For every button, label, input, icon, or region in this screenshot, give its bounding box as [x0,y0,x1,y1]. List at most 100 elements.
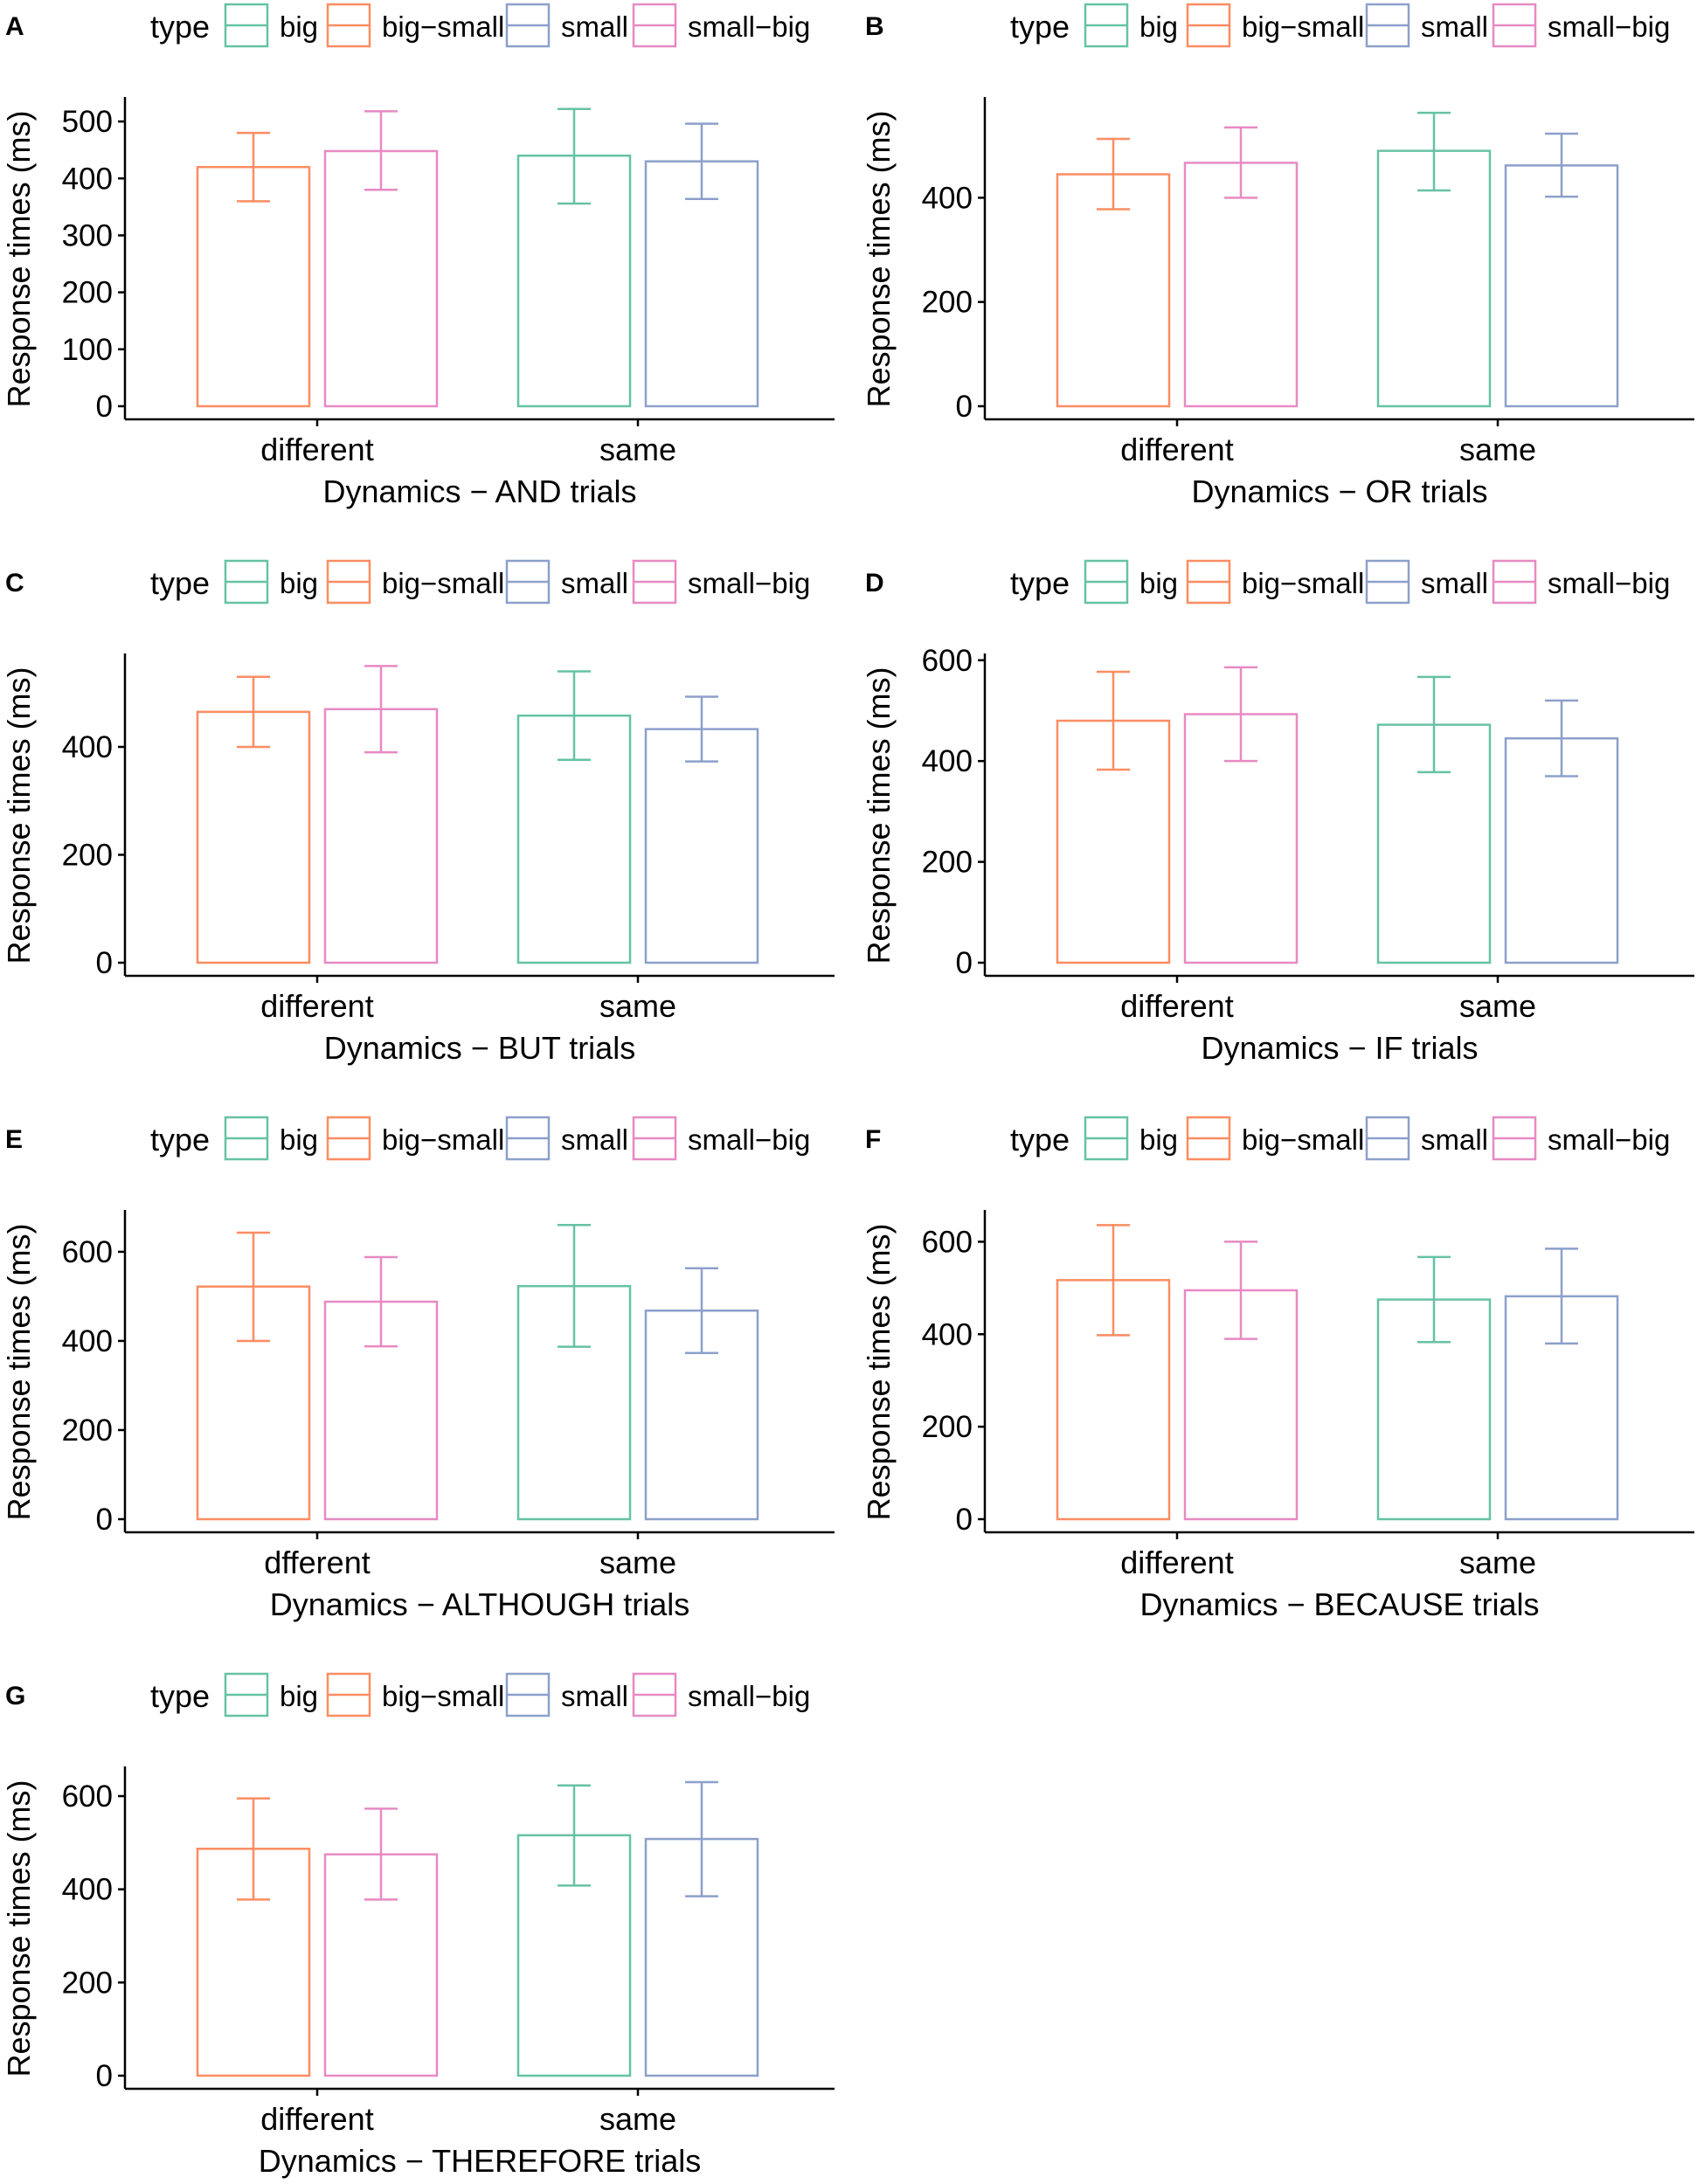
legend: type big big−small small small−big [150,559,810,605]
x-tick-label: different [260,432,373,467]
legend-label-big-small: big−small [382,1680,504,1712]
legend-label-small-big: small−big [1548,10,1670,43]
legend-item-big-small: big−small [1186,3,1364,48]
x-axis-title: Dynamics − BUT trials [324,1030,635,1066]
legend-label-big-small: big−small [1242,10,1364,43]
legend: type big big−small small small−big [1010,1116,1670,1161]
x-tick-label: same [599,432,676,467]
x-axis-title: Dynamics − IF trials [1201,1030,1478,1066]
x-tick-label: different [1120,1545,1233,1580]
legend-item-small-big: small−big [1492,559,1670,605]
y-tick-label: 200 [62,1413,113,1448]
x-tick-label: same [599,2101,676,2137]
legend-item-small: small [505,1672,628,1717]
x-axis-title: Dynamics − AND trials [322,473,636,509]
y-axis-title: Response times (ms) [1,110,37,407]
y-axis-title: Response times (ms) [861,110,897,407]
legend-item-big-small: big−small [326,3,504,48]
y-tick-label: 400 [62,730,113,764]
y-tick-label: 600 [62,1235,113,1269]
legend-label-big-small: big−small [382,1123,504,1156]
legend-item-big: big [1084,3,1178,48]
y-tick-label: 600 [922,1225,973,1259]
y-tick-label: 400 [62,1873,113,1907]
panel-letter: F [865,1125,881,1154]
legend-item-big-small: big−small [326,1672,504,1717]
legend-item-big: big [1084,1116,1178,1161]
y-tick-label: 0 [956,946,973,980]
legend-title: type [1010,565,1070,601]
x-axis-title: Dynamics − OR trials [1191,473,1487,509]
y-tick-label: 0 [956,390,973,424]
legend-label-small: small [561,1123,628,1156]
x-axis-title: Dynamics − BECAUSE trials [1139,1586,1539,1622]
bar-small [644,728,759,964]
legend-label-small-big: small−big [688,567,810,599]
y-tick-label: 600 [62,1780,113,1814]
legend-item-small-big: small−big [1492,3,1670,48]
legend-title: type [1010,1122,1070,1158]
x-axis-title: Dynamics − ALTHOUGH trials [270,1586,689,1622]
y-tick-label: 500 [62,105,113,139]
y-tick-label: 200 [922,1410,973,1444]
legend-item-small: small [505,1116,628,1161]
x-tick-label: different [260,2101,373,2137]
bar-small-big [1183,162,1299,408]
legend-label-small: small [1421,567,1488,599]
y-axis-title: Response times (ms) [861,667,897,964]
y-tick-label: 0 [96,946,113,980]
y-tick-label: 200 [62,1966,113,2000]
legend-item-small: small [1365,3,1488,48]
legend-label-big: big [1139,567,1178,599]
legend-label-small-big: small−big [688,10,810,43]
legend: type big big−small small small−big [1010,559,1670,605]
y-tick-label: 400 [922,744,973,778]
panel-letter: C [5,569,24,598]
legend-item-big: big [224,559,318,605]
legend-label-big-small: big−small [382,10,504,43]
y-axis-title: Response times (ms) [1,1780,37,2077]
legend-label-big: big [1139,1123,1178,1156]
legend-item-small: small [505,3,628,48]
legend-title: type [150,565,210,601]
legend-label-big: big [280,1123,318,1156]
panel-letter: E [5,1125,23,1154]
x-tick-label: same [1459,988,1536,1024]
legend-label-small: small [561,10,628,43]
legend-item-big-small: big−small [1186,1116,1364,1161]
bar-big-small [196,165,311,408]
x-tick-label: different [1120,988,1233,1024]
x-tick-label: different [260,988,373,1024]
legend-item-big: big [224,1116,318,1161]
legend-item-small: small [1365,559,1488,605]
legend-title: type [150,1122,210,1158]
y-tick-label: 600 [922,644,973,678]
x-tick-label: same [1459,1545,1536,1580]
legend-title: type [1010,9,1070,45]
y-tick-label: 400 [922,181,973,215]
y-tick-label: 300 [62,218,113,252]
panel-letter: G [5,1682,25,1711]
bar-big-small [196,710,311,964]
y-tick-label: 200 [922,846,973,880]
legend-label-small-big: small−big [1548,1123,1670,1156]
legend-item-big-small: big−small [326,559,504,605]
legend: type big big−small small small−big [150,1672,810,1717]
legend: type big big−small small small−big [1010,3,1670,48]
y-tick-label: 0 [96,1503,113,1537]
legend-item-small-big: small−big [632,559,810,605]
y-tick-label: 400 [922,1317,973,1351]
panel-letter: B [865,12,884,41]
y-tick-label: 200 [922,286,973,320]
legend-title: type [150,1678,210,1714]
y-axis-title: Response times (ms) [861,1223,897,1520]
x-tick-label: dfferent [264,1545,370,1580]
y-axis-title: Response times (ms) [1,667,37,964]
